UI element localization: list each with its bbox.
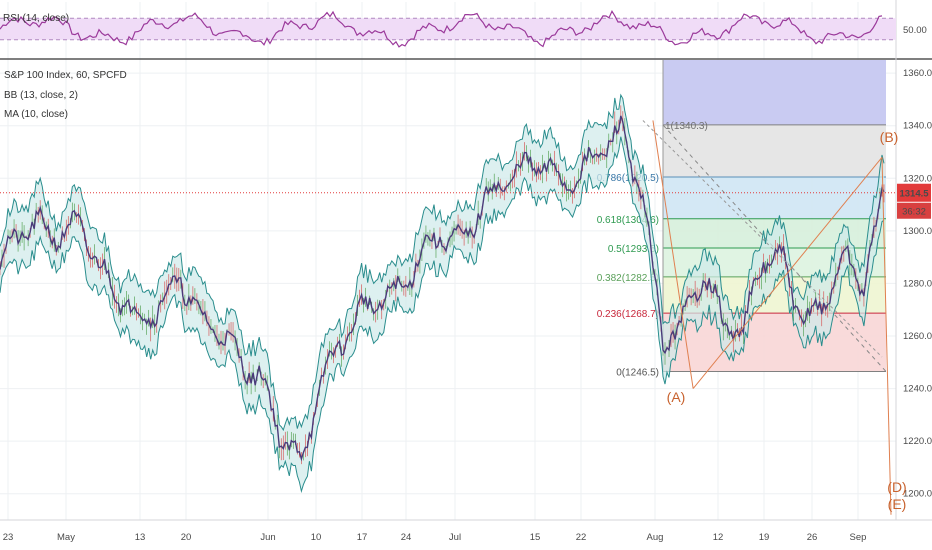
fib-level-label: 0.786(1320.5): [597, 173, 659, 184]
fib-zone: [663, 176, 886, 219]
wave-line: [692, 156, 883, 389]
wave-line: [881, 157, 892, 515]
bb-lower: [0, 136, 885, 494]
y-tick-label: 1360.0: [903, 68, 932, 79]
rsi-legend: RSI (14, close): [3, 13, 69, 24]
bb-legend: BB (13, close, 2): [4, 90, 78, 101]
fib-level-label: 0(1246.5): [616, 367, 659, 378]
wave-label: (B): [880, 129, 899, 145]
x-tick-label: Aug: [647, 532, 664, 543]
x-tick-label: 24: [401, 532, 412, 543]
x-tick-label: Jun: [260, 532, 275, 543]
x-tick-label: 23: [3, 532, 14, 543]
rsi-axis-label: 50.00: [903, 25, 927, 36]
ma-legend: MA (10, close): [4, 109, 68, 120]
y-tick-label: 1300.0: [903, 226, 932, 237]
y-tick-label: 1220.0: [903, 436, 932, 447]
fib-level-label: 0.5(1293.5): [608, 244, 659, 255]
y-tick-label: 1340.0: [903, 121, 932, 132]
price-axis-bg: [896, 0, 932, 550]
x-tick-label: 10: [311, 532, 322, 543]
wave-label: (E): [888, 496, 907, 512]
x-tick-label: 17: [357, 532, 368, 543]
ma-line: [0, 115, 885, 462]
x-tick-label: 22: [576, 532, 587, 543]
wave-guide: [642, 120, 883, 358]
wave-line: [652, 120, 694, 389]
x-tick-label: Sep: [850, 532, 867, 543]
price-tag-label: 1314.5: [899, 189, 929, 200]
x-tick-label: 12: [713, 532, 724, 543]
rsi-line: [0, 10, 883, 48]
y-tick-label: 1320.0: [903, 173, 932, 184]
countdown-tag: [897, 202, 931, 219]
symbol-legend: S&P 100 Index, 60, SPCFD: [4, 70, 127, 81]
x-tick-label: 13: [135, 532, 146, 543]
x-tick-label: Jul: [449, 532, 461, 543]
y-tick-label: 1280.0: [903, 278, 932, 289]
x-tick-label: 15: [530, 532, 541, 543]
fib-level-label: 0.236(1268.7): [597, 309, 659, 320]
fib-zone-top: [663, 60, 886, 125]
wave-label: (A): [667, 389, 686, 405]
bb-upper: [0, 93, 885, 432]
x-tick-label: 20: [181, 532, 192, 543]
fib-level-label: 1(1340.3): [665, 121, 708, 132]
y-tick-label: 1200.0: [903, 489, 932, 500]
x-tick-label: 26: [807, 532, 818, 543]
x-tick-label: May: [57, 532, 75, 543]
fib-level-label: 0.382(1282.5): [597, 273, 659, 284]
rsi-band: [0, 18, 896, 40]
price-tag: [897, 183, 931, 202]
countdown-label: 36:32: [902, 207, 926, 218]
fib-zone: [663, 124, 886, 177]
y-tick-label: 1240.0: [903, 384, 932, 395]
wave-label: (D): [887, 479, 906, 495]
y-tick-label: 1260.0: [903, 331, 932, 342]
fib-level-label: 0.618(1304.6): [597, 215, 659, 226]
x-tick-label: 19: [759, 532, 770, 543]
